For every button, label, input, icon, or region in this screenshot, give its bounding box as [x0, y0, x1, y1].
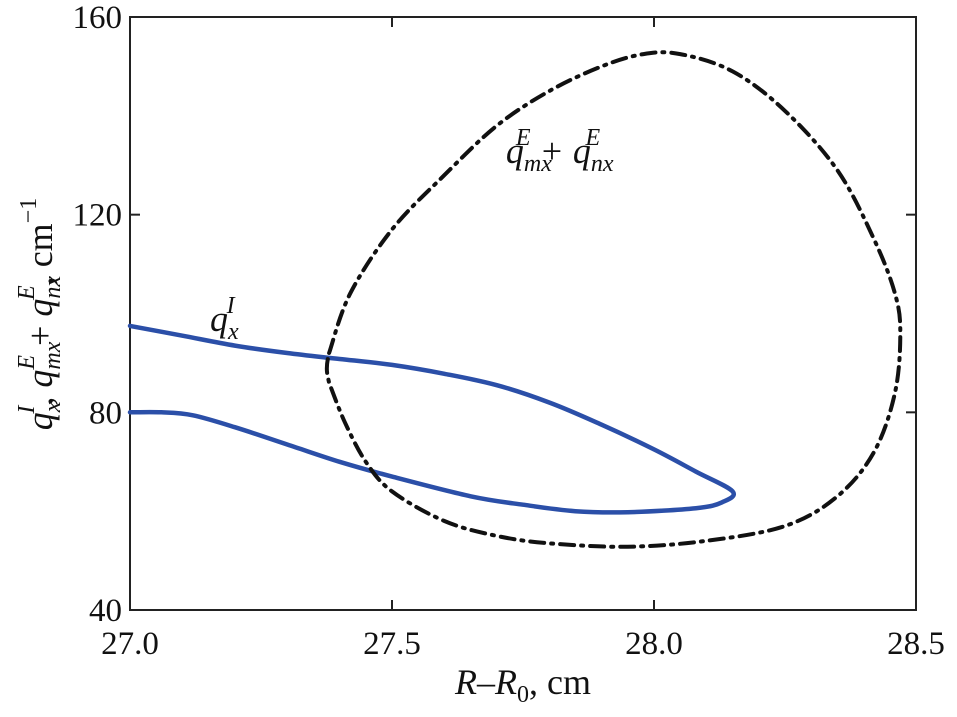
xlabel-part: R: [454, 662, 477, 702]
xlabel-part: –: [476, 662, 496, 702]
x-tick-label: 27.0: [101, 626, 159, 662]
ylabel-part: mx: [40, 341, 66, 369]
tick-labels: 27.0 27.5 28.0 28.5 40 80 120 160: [73, 0, 945, 662]
ylabel-part: −1: [16, 198, 42, 224]
series-line-qx: [127, 323, 736, 515]
annot-sum-part: q: [573, 131, 591, 171]
annot-qx-part: I: [226, 293, 236, 319]
ylabel-part: nx: [40, 276, 66, 299]
ylabel-part: x: [40, 401, 66, 413]
xlabel-part: 0: [517, 682, 529, 708]
xlabel-part: R: [494, 662, 517, 702]
series-line-sum: [324, 50, 903, 549]
series-group: [127, 50, 903, 549]
x-tick-label: 28.0: [625, 626, 683, 662]
annotation-sum-label: qmxE + qnxE: [506, 125, 614, 177]
x-tick-label: 28.5: [887, 626, 945, 662]
annot-sum-part: mx: [524, 151, 552, 177]
annot-sum-part: +: [531, 131, 573, 171]
y-tick-label: 80: [89, 395, 122, 431]
annot-qx-part: q: [210, 299, 228, 339]
ylabel-part: q: [20, 412, 60, 430]
y-axis-label: qxI, qmxE + qnxE, cm−1: [14, 198, 66, 430]
plot-frame: [129, 16, 917, 611]
annot-sum-part: nx: [591, 151, 614, 177]
annot-qx-part: x: [227, 319, 239, 345]
ylabel-part: E: [14, 355, 40, 371]
x-tick-label: 27.5: [363, 626, 421, 662]
y-tick-label: 160: [73, 0, 123, 36]
annotation-qx-label: qxI: [210, 293, 239, 345]
annot-sum-part: q: [506, 131, 524, 171]
x-axis-label: R–R0, cm: [454, 662, 591, 708]
ylabel-part: I: [14, 405, 40, 415]
annot-sum-part: E: [515, 125, 531, 151]
axis-ticks: [129, 16, 917, 611]
ylabel-part: q: [20, 370, 60, 388]
annot-sum-part: E: [585, 125, 601, 151]
ylabel-part: +: [20, 317, 60, 355]
y-tick-label: 40: [89, 593, 122, 629]
ylabel-part: E: [14, 285, 40, 301]
y-tick-label: 120: [73, 198, 123, 234]
xlabel-part: , cm: [529, 662, 591, 702]
ylabel-part: q: [20, 299, 60, 317]
ylabel-part: ,: [20, 388, 60, 406]
ylabel-part: , cm: [20, 223, 60, 285]
